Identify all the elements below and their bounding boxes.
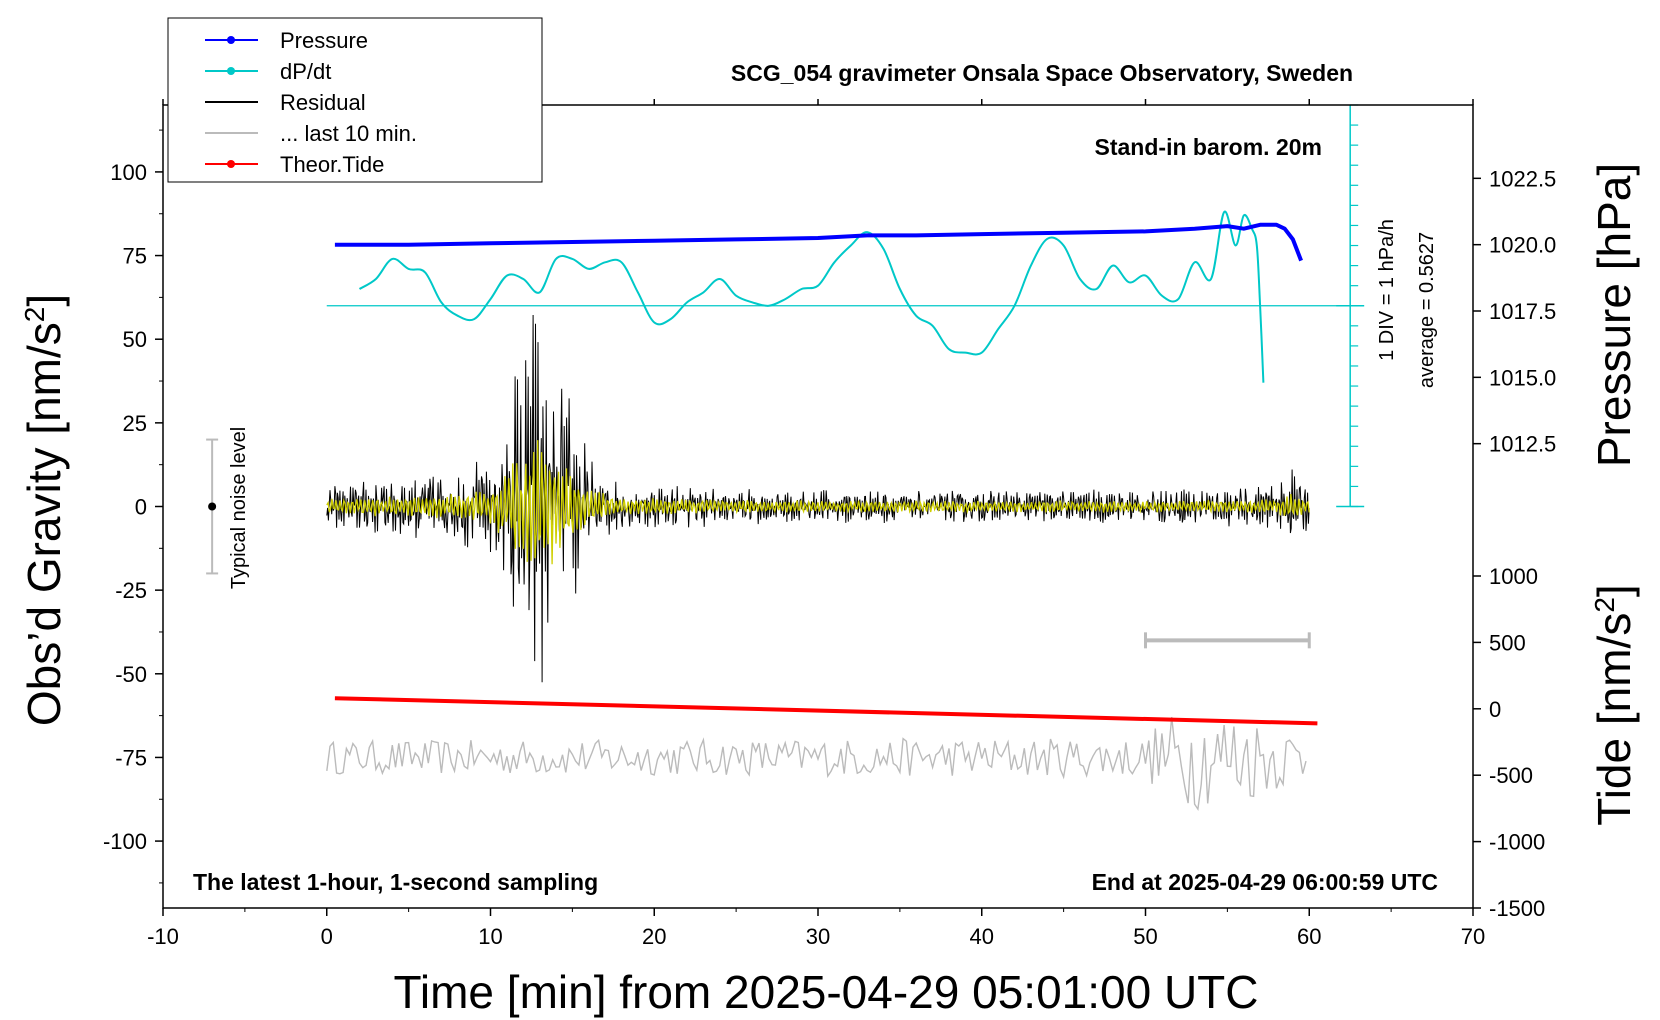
y-tick-label: -100 [103,829,147,854]
legend-marker [227,67,235,75]
x-tick-label: 70 [1461,924,1485,949]
last10-series [326,716,1307,812]
tide-axis-label: Tide [nm/s2] [1588,584,1640,825]
legend-label: Theor.Tide [280,152,384,177]
x-tick-label: 10 [478,924,502,949]
y-tick-label: -25 [115,578,147,603]
tide-tick-label: 0 [1489,697,1501,722]
y-tick-label: 0 [135,495,147,520]
pressure-axis-label: Pressure [hPa] [1588,163,1640,467]
y-tick-label: 50 [123,327,147,352]
legend-label: dP/dt [280,59,331,84]
sampling-annotation: The latest 1-hour, 1-second sampling [193,869,598,895]
pressure-series [334,222,1303,262]
x-tick-label: 20 [642,924,666,949]
chart-title: SCG_054 gravimeter Onsala Space Observat… [731,60,1353,86]
pressure-axis: 1012.5 1015.0 1017.5 1020.0 1022.5 [1473,166,1556,457]
end-time-annotation: End at 2025-04-29 06:00:59 UTC [1092,869,1438,895]
noise-level-annotation: Typical noise level [228,427,250,589]
noise-bar-center [208,502,217,511]
legend-marker [227,160,235,168]
x-tick-label: 30 [806,924,830,949]
dpdt-scale-annotation: 1 DIV = 1 hPa/h [1376,219,1398,361]
y-tick-label: 75 [123,244,147,269]
x-tick-label: 0 [321,924,333,949]
x-axis: -10 0 10 20 30 40 50 60 70 [147,99,1485,949]
x-tick-label: 50 [1133,924,1157,949]
x-axis-label: Time [min] from 2025-04-29 05:01:00 UTC [394,966,1259,1018]
pressure-tick-label: 1012.5 [1489,432,1556,457]
y-tick-label: 25 [123,411,147,436]
y-tick-label: 100 [110,160,147,185]
dpdt-average-annotation: average = 0.5627 [1416,232,1438,388]
x-tick-label: -10 [147,924,179,949]
x-tick-label: 40 [970,924,994,949]
legend-label: Residual [280,90,366,115]
legend: Pressure dP/dt Residual ... last 10 min. The… [167,17,543,183]
tide-tick-label: -500 [1489,763,1533,788]
residual-smoothed-series [326,440,1310,565]
pressure-tick-label: 1022.5 [1489,166,1556,191]
legend-marker [227,36,235,44]
barometer-annotation: Stand-in barom. 20m [1095,134,1322,160]
tide-tick-label: -1000 [1489,830,1545,855]
plot-layer [206,104,1365,812]
y-tick-label: -50 [115,662,147,687]
pressure-tick-label: 1015.0 [1489,365,1556,390]
x-tick-label: 60 [1297,924,1321,949]
tide-tick-label: 1000 [1489,564,1538,589]
y-axis-left-label: Obs’d Gravity [nm/s2] [18,294,70,726]
tide-series [334,696,1318,726]
pressure-tick-label: 1017.5 [1489,299,1556,324]
dpdt-series [358,210,1265,383]
legend-label: Pressure [280,28,368,53]
y-tick-label: -75 [115,745,147,770]
y-axis-left: -100 -75 -50 -25 0 25 50 75 100 [103,129,163,884]
tide-tick-label: 500 [1489,630,1526,655]
residual-series [326,314,1310,683]
tide-tick-label: -1500 [1489,896,1545,921]
pressure-tick-label: 1020.0 [1489,233,1556,258]
tide-axis: -1500 -1000 -500 0 500 1000 [1473,564,1545,921]
legend-label: ... last 10 min. [280,121,417,146]
